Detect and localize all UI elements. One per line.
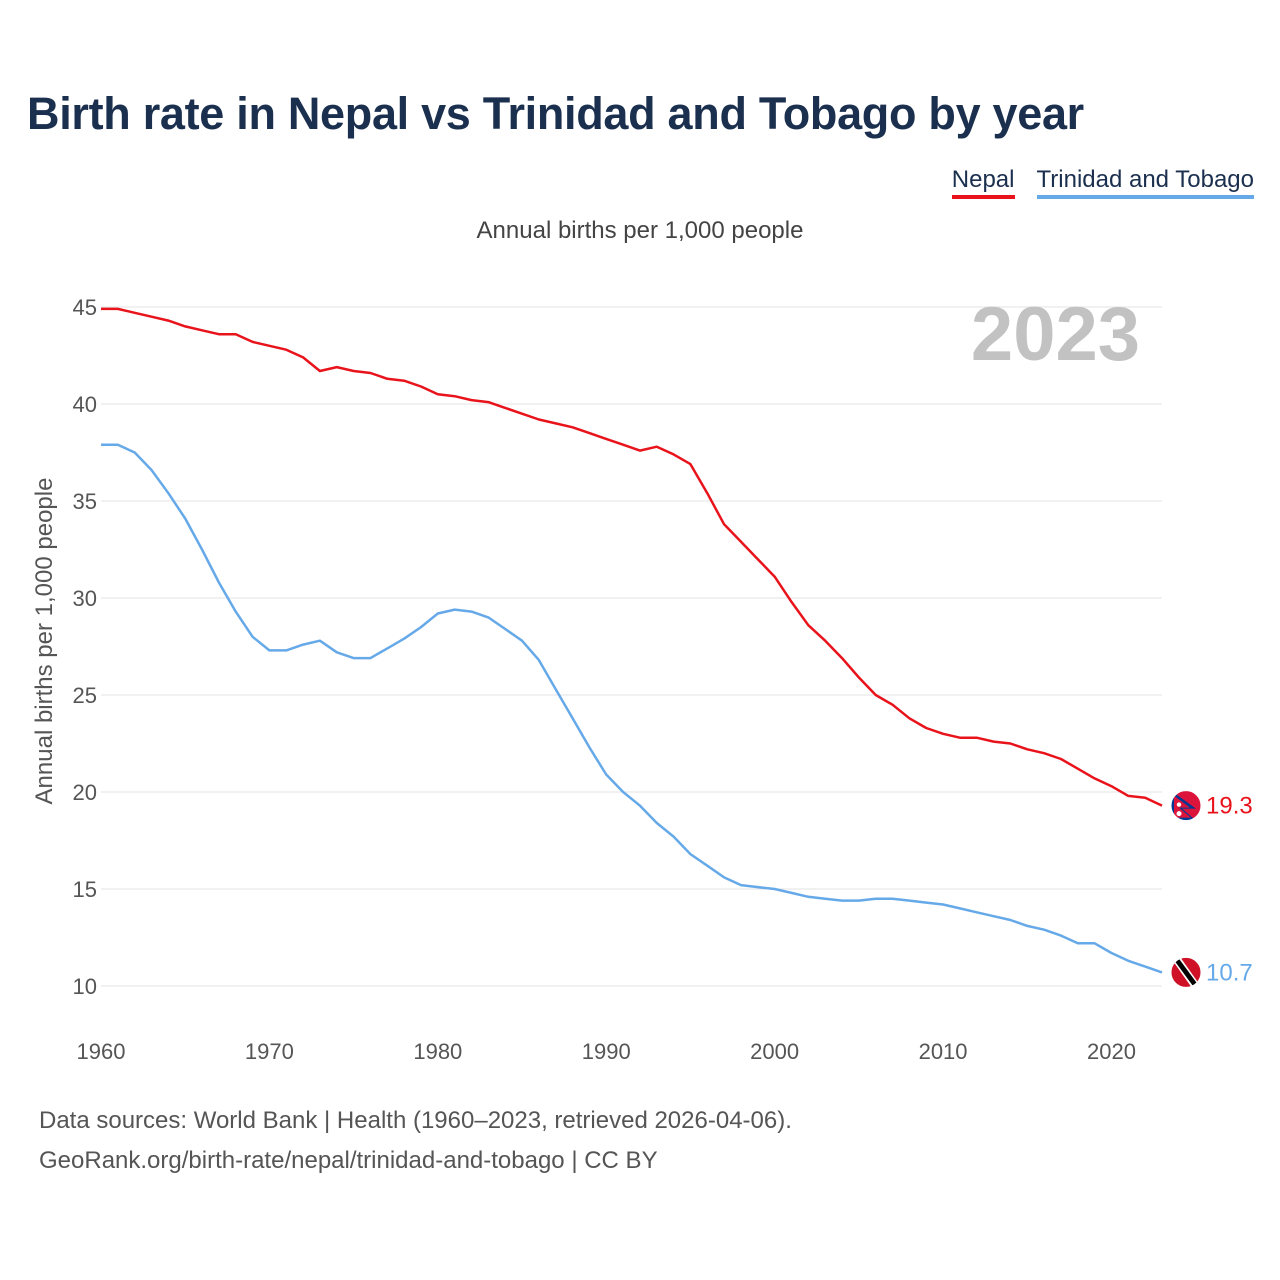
footer-link[interactable]: GeoRank.org/birth-rate/nepal/trinidad-an… <box>39 1147 658 1174</box>
x-axis-ticks: 1960 1970 1980 1990 2000 2010 2020 <box>77 1039 1136 1064</box>
x-tick-label: 2010 <box>919 1039 968 1064</box>
y-tick-label: 35 <box>73 489 97 514</box>
x-tick-label: 1980 <box>413 1039 462 1064</box>
y-tick-label: 15 <box>73 877 97 902</box>
y-axis-label: Annual births per 1,000 people <box>31 478 58 805</box>
year-watermark: 2023 <box>971 292 1140 377</box>
legend: Nepal Trinidad and Tobago <box>951 166 1254 199</box>
x-tick-label: 1960 <box>77 1039 126 1064</box>
nepal-end-marker: 19.3 <box>1170 790 1253 822</box>
series-lines <box>101 307 1163 974</box>
chart-title: Birth rate in Nepal vs Trinidad and Toba… <box>27 88 1084 139</box>
x-tick-label: 2020 <box>1087 1039 1136 1064</box>
footer-sources: Data sources: World Bank | Health (1960–… <box>39 1107 792 1134</box>
series-line-nepal[interactable] <box>101 307 1163 807</box>
y-tick-label: 25 <box>73 683 97 708</box>
y-tick-label: 45 <box>73 295 97 320</box>
y-axis-ticks: 10 15 20 25 30 35 40 45 <box>73 295 97 999</box>
y-tick-label: 10 <box>73 974 97 999</box>
trinidad-and-tobago-end-value: 10.7 <box>1206 959 1253 986</box>
y-tick-label: 40 <box>73 392 97 417</box>
nepal-flag-icon <box>1171 790 1201 821</box>
y-tick-label: 20 <box>73 780 97 805</box>
trinidad-and-tobago-flag-icon <box>1171 957 1201 988</box>
x-tick-label: 1970 <box>245 1039 294 1064</box>
legend-item-nepal[interactable]: Nepal <box>951 166 1015 199</box>
y-tick-label: 30 <box>73 586 97 611</box>
gridlines <box>101 306 1162 987</box>
nepal-end-value: 19.3 <box>1206 793 1253 820</box>
series-line-trinidad-and-tobago[interactable] <box>101 443 1163 974</box>
x-tick-label: 2000 <box>750 1039 799 1064</box>
legend-item-trinidad-and-tobago[interactable]: Trinidad and Tobago <box>1036 166 1254 199</box>
x-tick-label: 1990 <box>582 1039 631 1064</box>
chart-subtitle: Annual births per 1,000 people <box>476 217 804 244</box>
trinidad-and-tobago-end-marker: 10.7 <box>1170 956 1253 988</box>
